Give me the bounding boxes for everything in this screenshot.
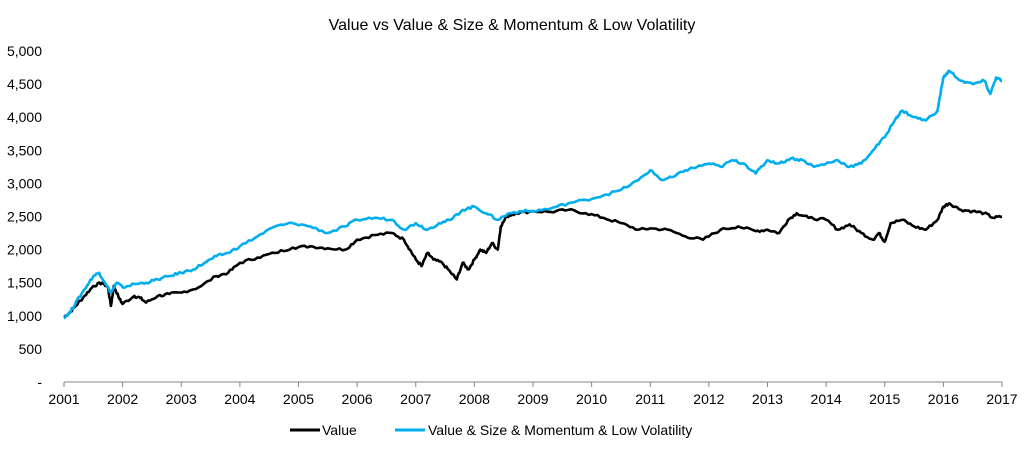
x-tick-label: 2001 xyxy=(48,391,79,407)
x-tick-label: 2005 xyxy=(283,391,314,407)
x-axis-ticks: 2001 2002 2003 2004 2005 2006 2007 2008 2009 2010… xyxy=(48,382,1018,407)
y-axis-ticks: - 500 1,000 1,500 2,000 2,500 3,000 3,500 4,000 4… xyxy=(7,43,42,390)
x-tick-label: 2002 xyxy=(107,391,138,407)
chart-title: Value vs Value & Size & Momentum & Low V… xyxy=(329,17,696,34)
legend-label: Value & Size & Momentum & Low Volatility xyxy=(428,422,692,438)
y-tick-label: 2,500 xyxy=(7,209,42,225)
y-tick-label: - xyxy=(37,374,42,390)
x-tick-label: 2012 xyxy=(693,391,724,407)
y-tick-label: 4,000 xyxy=(7,109,42,125)
x-tick-label: 2014 xyxy=(811,391,842,407)
y-tick-label: 3,000 xyxy=(7,175,42,191)
y-tick-label: 2,000 xyxy=(7,242,42,258)
legend: Value Value & Size & Momentum & Low Volat… xyxy=(290,422,692,438)
y-tick-label: 4,500 xyxy=(7,76,42,92)
x-tick-label: 2006 xyxy=(342,391,373,407)
x-tick-label: 2015 xyxy=(869,391,900,407)
y-tick-label: 3,500 xyxy=(7,142,42,158)
legend-label: Value xyxy=(322,422,357,438)
x-tick-label: 2004 xyxy=(224,391,255,407)
x-tick-label: 2010 xyxy=(576,391,607,407)
x-tick-label: 2013 xyxy=(752,391,783,407)
y-tick-label: 1,000 xyxy=(7,308,42,324)
x-tick-label: 2003 xyxy=(166,391,197,407)
y-tick-label: 5,000 xyxy=(7,43,42,59)
x-tick-label: 2009 xyxy=(517,391,548,407)
series-line-value xyxy=(63,202,1003,319)
x-tick-label: 2008 xyxy=(459,391,490,407)
x-tick-label: 2016 xyxy=(928,391,959,407)
x-tick-label: 2011 xyxy=(635,391,665,407)
x-tick-label: 2017 xyxy=(986,391,1017,407)
y-tick-label: 1,500 xyxy=(7,275,42,291)
x-tick-label: 2007 xyxy=(400,391,431,407)
series-line-multifactor xyxy=(63,69,1003,320)
y-tick-label: 500 xyxy=(19,341,43,357)
series-lines xyxy=(63,69,1003,320)
